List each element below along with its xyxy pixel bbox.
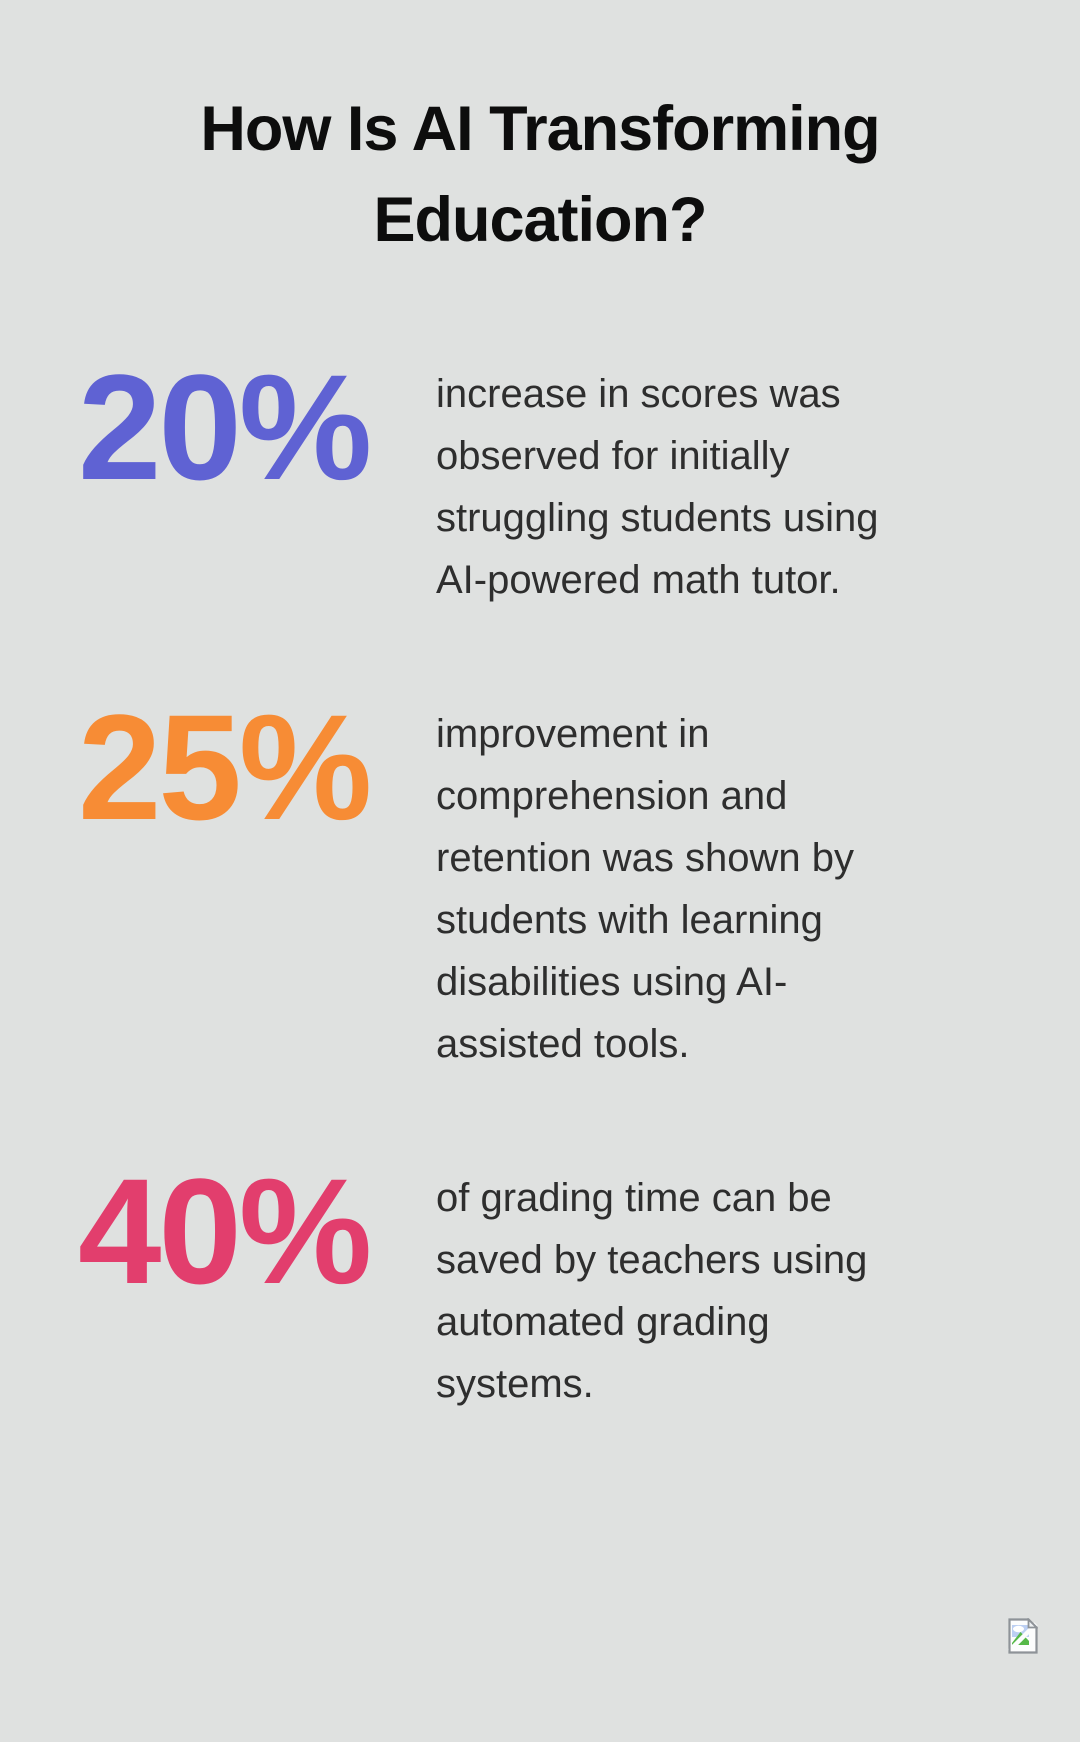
stats-list: 20% increase in scores was observed for … — [0, 342, 1080, 1415]
stat-value-25: 25% — [78, 682, 372, 851]
stat-value-40: 40% — [78, 1146, 372, 1315]
stat-row-2: 25% improvement in comprehension and ret… — [78, 682, 1080, 1075]
stat-description-25: improvement in comprehension and retenti… — [436, 711, 855, 1066]
stat-row-3: 40% of grading time can be saved by teac… — [78, 1146, 1080, 1415]
stat-row-1: 20% increase in scores was observed for … — [78, 342, 1080, 611]
stat-value-20: 20% — [78, 342, 372, 511]
stat-description-20: increase in scores was observed for init… — [436, 371, 879, 602]
page-title: How Is AI Transforming Education? — [200, 94, 880, 256]
broken-image-icon — [1008, 1618, 1038, 1654]
stat-description-40: of grading time can be saved by teachers… — [436, 1175, 868, 1406]
